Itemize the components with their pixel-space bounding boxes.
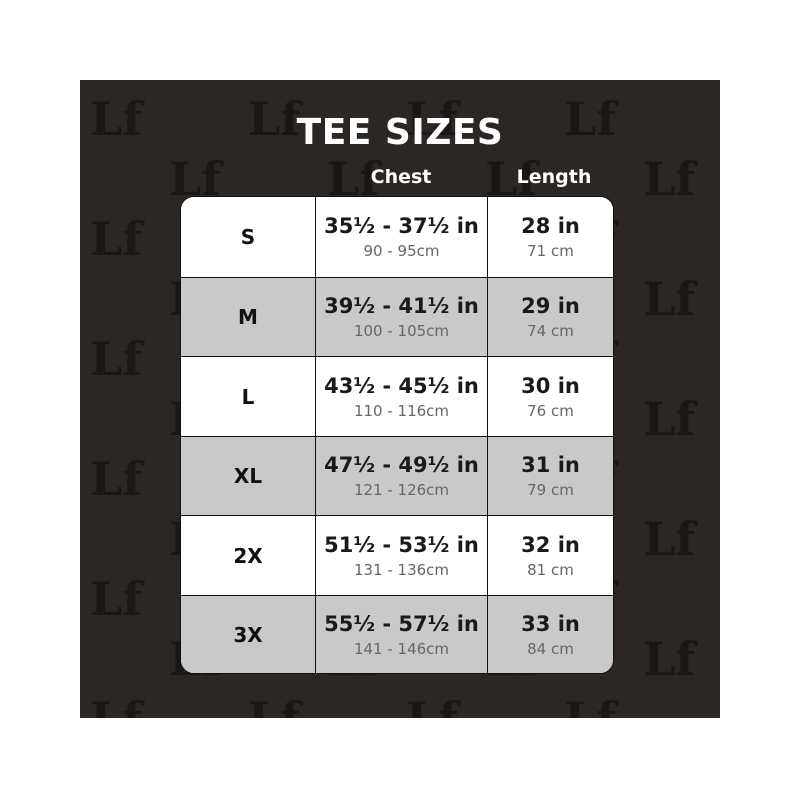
chest-inches: 55½ - 57½ in bbox=[324, 612, 479, 636]
length-cm: 71 cm bbox=[527, 242, 574, 260]
chest-inches: 39½ - 41½ in bbox=[324, 294, 479, 318]
length-cm: 76 cm bbox=[527, 401, 574, 420]
chest-cm: 100 - 105cm bbox=[353, 322, 450, 340]
chest-cm: 141 - 146cm bbox=[353, 640, 450, 658]
size-cell: M bbox=[181, 277, 316, 357]
size-cell: XL bbox=[181, 436, 316, 516]
size-label: 2X bbox=[233, 543, 263, 568]
chest-cell: 47½ - 49½ in 121 - 126cm bbox=[316, 436, 488, 516]
size-cell: 3X bbox=[181, 595, 316, 673]
chest-cell: 51½ - 53½ in 131 - 136cm bbox=[316, 516, 488, 595]
length-inches: 33 in bbox=[521, 612, 580, 636]
table-row: L 43½ - 45½ in 110 - 116cm 30 in 76 cm bbox=[181, 356, 613, 436]
length-cell: 30 in 76 cm bbox=[488, 357, 613, 436]
length-cm: 79 cm bbox=[527, 481, 574, 499]
length-cell: 28 in 71 cm bbox=[488, 197, 613, 277]
length-inches: 32 in bbox=[521, 532, 580, 557]
table-row: 2X 51½ - 53½ in 131 - 136cm 32 in 81 cm bbox=[181, 515, 613, 595]
length-inches: 30 in bbox=[521, 373, 580, 398]
chest-inches: 47½ - 49½ in bbox=[324, 453, 479, 477]
chest-cell: 39½ - 41½ in 100 - 105cm bbox=[316, 277, 488, 357]
size-cell: S bbox=[181, 197, 316, 277]
table-row: XL 47½ - 49½ in 121 - 126cm 31 in 79 cm bbox=[181, 435, 613, 516]
chest-cell: 35½ - 37½ in 90 - 95cm bbox=[316, 197, 488, 277]
length-cm: 74 cm bbox=[527, 322, 574, 340]
chest-cell: 55½ - 57½ in 141 - 146cm bbox=[316, 595, 488, 673]
length-cm: 81 cm bbox=[527, 560, 574, 579]
chest-cm: 131 - 136cm bbox=[353, 560, 450, 579]
chest-inches: 51½ - 53½ in bbox=[324, 532, 479, 557]
length-cell: 29 in 74 cm bbox=[488, 278, 613, 357]
length-inches: 28 in bbox=[521, 214, 580, 238]
size-table: S 35½ - 37½ in 90 - 95cm 28 in 71 cm M 39½ - 4… bbox=[180, 196, 614, 674]
size-cell: 2X bbox=[181, 516, 316, 595]
length-cell: 32 in 81 cm bbox=[488, 516, 613, 595]
length-inches: 29 in bbox=[521, 294, 580, 318]
length-cm: 84 cm bbox=[527, 640, 574, 658]
size-label: M bbox=[238, 305, 258, 329]
chest-cell: 43½ - 45½ in 110 - 116cm bbox=[316, 357, 488, 436]
length-cell: 31 in 79 cm bbox=[488, 437, 613, 516]
chest-cm: 90 - 95cm bbox=[363, 242, 440, 260]
header-length: Length bbox=[516, 166, 592, 188]
table-row: 3X 55½ - 57½ in 141 - 146cm 33 in 84 cm bbox=[181, 594, 613, 674]
chest-cm: 121 - 126cm bbox=[353, 481, 450, 499]
size-label: 3X bbox=[233, 623, 263, 647]
size-label: S bbox=[240, 225, 256, 249]
size-cell: L bbox=[181, 357, 316, 436]
length-cell: 33 in 84 cm bbox=[488, 596, 613, 674]
chart-title: TEE SIZES bbox=[296, 112, 504, 153]
table-row: M 39½ - 41½ in 100 - 105cm 29 in 74 cm bbox=[181, 276, 613, 357]
size-label: XL bbox=[233, 464, 263, 488]
chest-cm: 110 - 116cm bbox=[353, 401, 450, 420]
table-row: S 35½ - 37½ in 90 - 95cm 28 in 71 cm bbox=[181, 197, 613, 277]
chest-inches: 35½ - 37½ in bbox=[324, 214, 479, 238]
header-chest: Chest bbox=[370, 166, 432, 188]
size-label: L bbox=[241, 384, 255, 409]
length-inches: 31 in bbox=[521, 453, 580, 477]
chest-inches: 43½ - 45½ in bbox=[324, 373, 479, 398]
